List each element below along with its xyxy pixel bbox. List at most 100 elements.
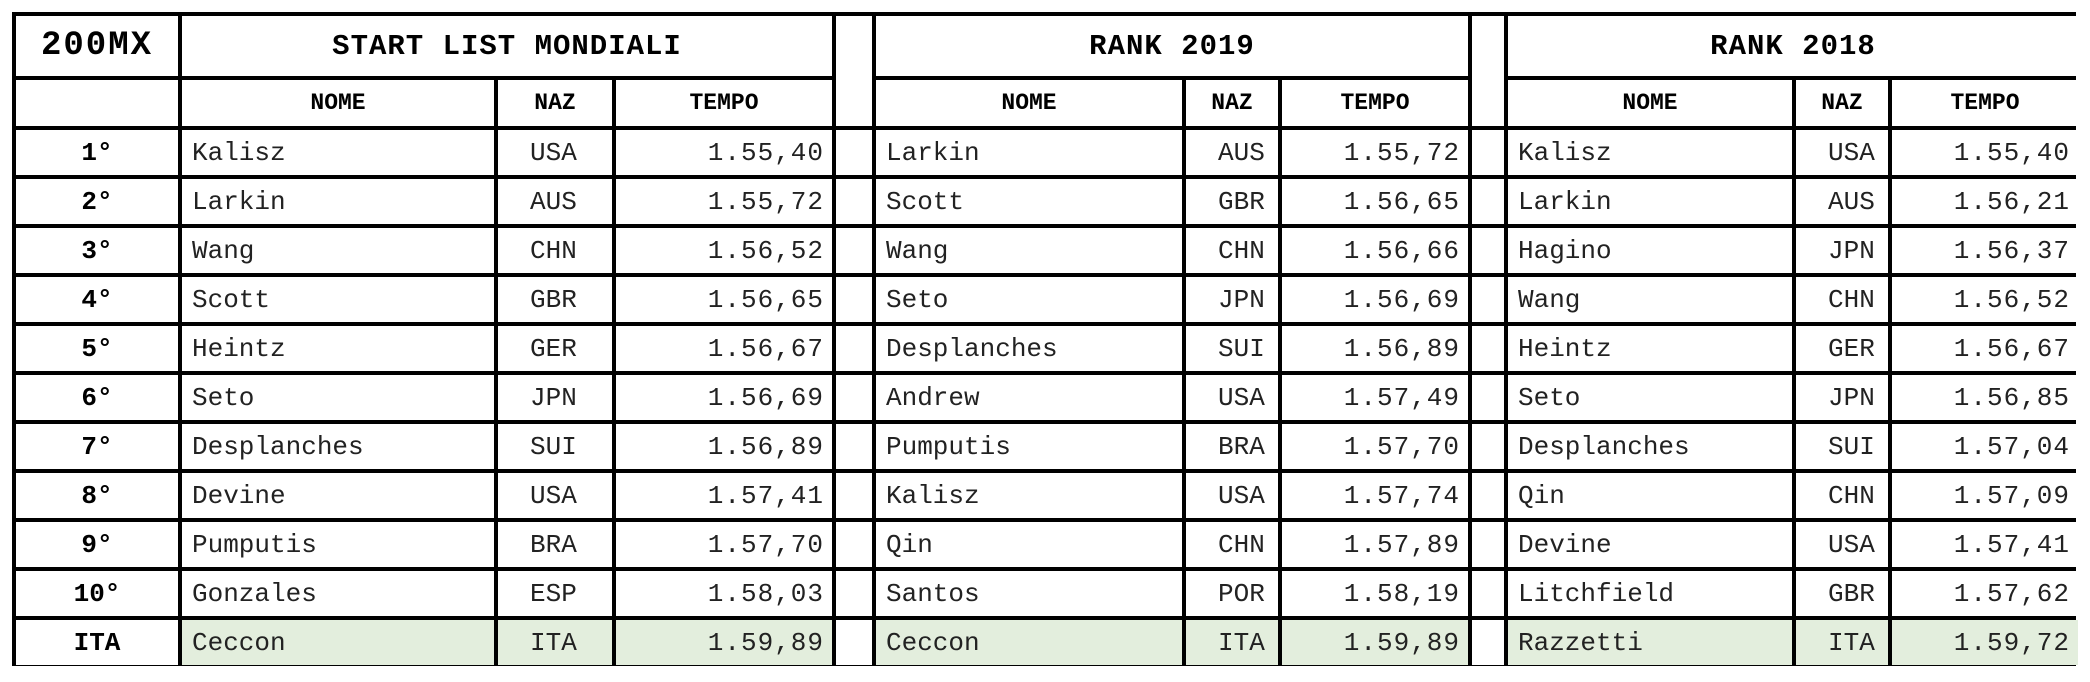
start-list-nome-cell: Seto: [182, 375, 494, 420]
column-separator: [1472, 473, 1504, 518]
rank-2019-naz-cell: POR: [1186, 571, 1278, 616]
rank-2019-naz-cell: USA: [1186, 375, 1278, 420]
rank-2018-nome-cell: Wang: [1508, 277, 1792, 322]
column-separator: [836, 571, 872, 616]
rank-2019-naz-cell: AUS: [1186, 130, 1278, 175]
start-list-naz-cell: GER: [498, 326, 612, 371]
column-separator: [836, 375, 872, 420]
rank-2018-tempo-cell: 1.59,72: [1892, 620, 2078, 665]
rank-2018-naz-cell: JPN: [1796, 375, 1888, 420]
position-label: 6°: [16, 375, 178, 420]
start-list-tempo-cell: 1.56,52: [616, 228, 832, 273]
start-list-tempo-cell: 1.57,41: [616, 473, 832, 518]
rank-2018-tempo-cell: 1.56,85: [1892, 375, 2078, 420]
position-label: 3°: [16, 228, 178, 273]
rank-2019-nome-cell: Santos: [876, 571, 1182, 616]
rank-2019-naz-cell: ITA: [1186, 620, 1278, 665]
rank-2019-nome-cell: Andrew: [876, 375, 1182, 420]
start-list-naz-cell: AUS: [498, 179, 612, 224]
start-list-tempo-cell: 1.55,40: [616, 130, 832, 175]
rank-2018-tempo-cell: 1.56,37: [1892, 228, 2078, 273]
rank-2018-naz-cell: ITA: [1796, 620, 1888, 665]
rank-2018-tempo-cell: 1.57,41: [1892, 522, 2078, 567]
rank-2019-naz-cell: USA: [1186, 473, 1278, 518]
rank-2019-naz-cell: JPN: [1186, 277, 1278, 322]
column-separator: [836, 130, 872, 175]
rank-2019-nome-header: NOME: [876, 80, 1182, 126]
rank-2019-naz-header: NAZ: [1186, 80, 1278, 126]
rank-2018-nome-cell: Razzetti: [1508, 620, 1792, 665]
rank-2019-nome-cell: Larkin: [876, 130, 1182, 175]
rank-2019-tempo-cell: 1.57,49: [1282, 375, 1468, 420]
rank-2019-tempo-cell: 1.57,74: [1282, 473, 1468, 518]
event-title: 200MX: [16, 16, 178, 76]
rank-2018-tempo-cell: 1.56,52: [1892, 277, 2078, 322]
results-table: 200MX START LIST MONDIALI RANK 2019 RANK…: [12, 12, 2078, 666]
rank-2019-naz-cell: BRA: [1186, 424, 1278, 469]
start-list-tempo-cell: 1.58,03: [616, 571, 832, 616]
rank-2019-nome-cell: Desplanches: [876, 326, 1182, 371]
start-list-tempo-cell: 1.59,89: [616, 620, 832, 665]
rank-2018-nome-cell: Desplanches: [1508, 424, 1792, 469]
rank-2018-naz-cell: CHN: [1796, 277, 1888, 322]
position-label: 8°: [16, 473, 178, 518]
start-list-tempo-cell: 1.57,70: [616, 522, 832, 567]
rank-2019-naz-cell: SUI: [1186, 326, 1278, 371]
start-list-naz-cell: USA: [498, 473, 612, 518]
rank-2018-tempo-header: TEMPO: [1892, 80, 2078, 126]
column-separator: [836, 179, 872, 224]
rank-2018-title: RANK 2018: [1508, 16, 2078, 76]
rank-2019-tempo-cell: 1.55,72: [1282, 130, 1468, 175]
rank-2018-tempo-cell: 1.57,04: [1892, 424, 2078, 469]
rank-2019-naz-cell: GBR: [1186, 179, 1278, 224]
rank-2019-tempo-cell: 1.56,66: [1282, 228, 1468, 273]
start-list-naz-cell: SUI: [498, 424, 612, 469]
start-list-naz-cell: ITA: [498, 620, 612, 665]
rank-2019-tempo-cell: 1.59,89: [1282, 620, 1468, 665]
position-label: 5°: [16, 326, 178, 371]
column-separator: [836, 473, 872, 518]
rank-2018-nome-cell: Litchfield: [1508, 571, 1792, 616]
start-list-nome-cell: Ceccon: [182, 620, 494, 665]
rank-2019-nome-cell: Wang: [876, 228, 1182, 273]
rank-2018-tempo-cell: 1.56,67: [1892, 326, 2078, 371]
rank-2019-nome-cell: Pumputis: [876, 424, 1182, 469]
rank-2019-tempo-cell: 1.56,65: [1282, 179, 1468, 224]
rank-2018-naz-cell: USA: [1796, 522, 1888, 567]
rank-2018-nome-cell: Seto: [1508, 375, 1792, 420]
rank-2019-tempo-cell: 1.58,19: [1282, 571, 1468, 616]
column-separator: [1472, 424, 1504, 469]
column-separator: [1472, 375, 1504, 420]
start-list-tempo-header: TEMPO: [616, 80, 832, 126]
rank-2018-tempo-cell: 1.57,62: [1892, 571, 2078, 616]
rank-2018-naz-cell: GBR: [1796, 571, 1888, 616]
start-list-naz-cell: CHN: [498, 228, 612, 273]
rank-2018-naz-cell: SUI: [1796, 424, 1888, 469]
start-list-tempo-cell: 1.56,65: [616, 277, 832, 322]
rank-2019-tempo-cell: 1.57,89: [1282, 522, 1468, 567]
rank-2019-naz-cell: CHN: [1186, 228, 1278, 273]
rank-2018-naz-cell: USA: [1796, 130, 1888, 175]
start-list-nome-cell: Devine: [182, 473, 494, 518]
rank-2019-tempo-cell: 1.56,89: [1282, 326, 1468, 371]
rank-2018-tempo-cell: 1.55,40: [1892, 130, 2078, 175]
position-header-blank: [16, 80, 178, 126]
position-label: 1°: [16, 130, 178, 175]
position-label: 7°: [16, 424, 178, 469]
column-separator: [1472, 277, 1504, 322]
column-separator: [1472, 16, 1504, 126]
rank-2018-nome-cell: Kalisz: [1508, 130, 1792, 175]
start-list-nome-cell: Heintz: [182, 326, 494, 371]
column-separator: [1472, 179, 1504, 224]
column-separator: [1472, 326, 1504, 371]
rank-2019-tempo-header: TEMPO: [1282, 80, 1468, 126]
rank-2019-nome-cell: Scott: [876, 179, 1182, 224]
rank-2019-nome-cell: Ceccon: [876, 620, 1182, 665]
rank-2018-naz-cell: GER: [1796, 326, 1888, 371]
rank-2018-tempo-cell: 1.57,09: [1892, 473, 2078, 518]
start-list-nome-cell: Wang: [182, 228, 494, 273]
start-list-tempo-cell: 1.55,72: [616, 179, 832, 224]
column-separator: [836, 228, 872, 273]
column-separator: [1472, 228, 1504, 273]
rank-2018-nome-cell: Larkin: [1508, 179, 1792, 224]
